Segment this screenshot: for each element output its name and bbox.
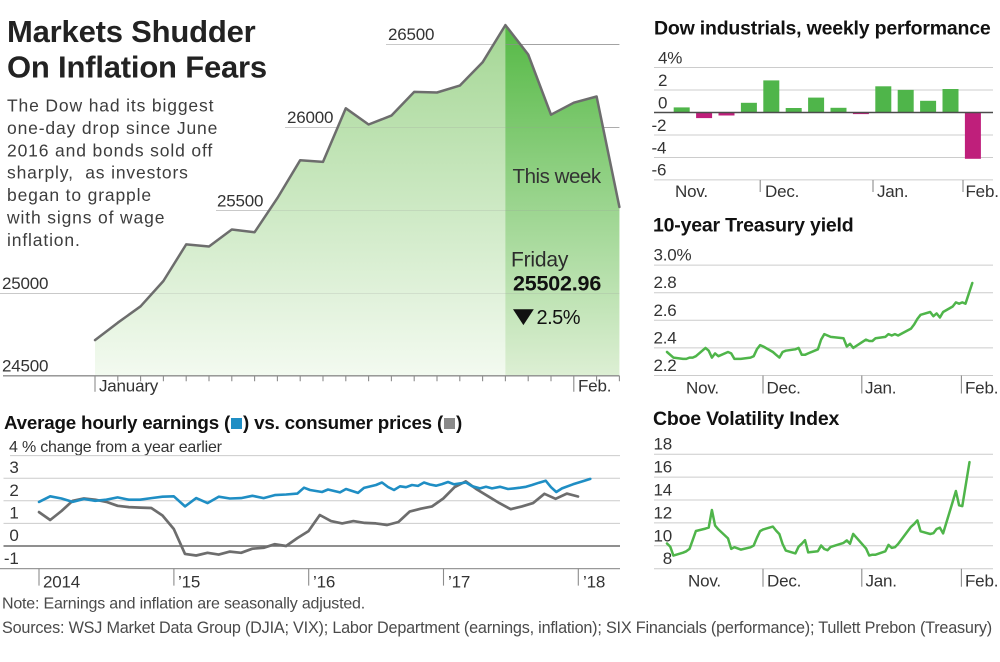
svg-text:Feb.: Feb. — [965, 379, 998, 398]
svg-text:one-day drop since June: one-day drop since June — [7, 118, 218, 138]
svg-text:14: 14 — [653, 481, 672, 500]
svg-text:26500: 26500 — [388, 25, 434, 44]
svg-text:3.0%: 3.0% — [654, 246, 692, 265]
svg-text:Dow industrials, weekly perfor: Dow industrials, weekly performance — [654, 18, 991, 40]
svg-text:’17: ’17 — [448, 573, 470, 592]
svg-text:Markets Shudder: Markets Shudder — [7, 14, 256, 49]
svg-text:-4: -4 — [652, 138, 667, 157]
svg-text:-2: -2 — [652, 116, 667, 135]
svg-text:Nov.: Nov. — [686, 379, 719, 398]
svg-text:2014: 2014 — [43, 573, 80, 592]
svg-text:0: 0 — [658, 93, 667, 112]
svg-text:0: 0 — [9, 526, 18, 545]
svg-text:4 % change from a year earlier: 4 % change from a year earlier — [9, 439, 223, 456]
svg-text:Jan.: Jan. — [865, 379, 896, 398]
svg-text:26000: 26000 — [287, 108, 333, 127]
svg-text:-6: -6 — [652, 161, 667, 180]
svg-text:10-year Treasury yield: 10-year Treasury yield — [653, 215, 853, 237]
svg-text:-1: -1 — [4, 549, 19, 568]
svg-text:Nov.: Nov. — [675, 182, 708, 201]
svg-text:Nov.: Nov. — [688, 572, 721, 591]
svg-text:12: 12 — [653, 503, 672, 522]
svg-text:On Inflation Fears: On Inflation Fears — [7, 49, 267, 84]
svg-text:’15: ’15 — [178, 573, 200, 592]
svg-text:January: January — [99, 377, 159, 396]
svg-text:Note: Earnings and inflation a: Note: Earnings and inflation are seasona… — [2, 596, 365, 613]
svg-text:3: 3 — [9, 458, 18, 477]
svg-text:The Dow had its biggest: The Dow had its biggest — [7, 96, 214, 116]
svg-text:Jan.: Jan. — [877, 182, 908, 201]
svg-text:’18: ’18 — [583, 573, 605, 592]
svg-text:25500: 25500 — [217, 192, 263, 211]
svg-text:Sources: WSJ Market Data Group: Sources: WSJ Market Data Group (DJIA; VI… — [2, 619, 992, 637]
svg-text:Feb.: Feb. — [578, 377, 611, 396]
svg-text:Friday: Friday — [511, 249, 569, 272]
svg-text:10: 10 — [653, 526, 672, 545]
svg-text:Cboe Volatility Index: Cboe Volatility Index — [653, 408, 839, 430]
svg-text:2.4: 2.4 — [654, 328, 677, 347]
svg-text:Dec.: Dec. — [765, 182, 799, 201]
svg-text:2: 2 — [658, 71, 667, 90]
svg-text:25502.96: 25502.96 — [513, 272, 601, 296]
svg-text:2.6: 2.6 — [654, 301, 677, 320]
svg-text:24500: 24500 — [2, 357, 48, 376]
svg-text:2.8: 2.8 — [654, 273, 677, 292]
svg-text:’16: ’16 — [313, 573, 335, 592]
svg-text:8: 8 — [663, 549, 672, 568]
svg-text:inflation.: inflation. — [7, 230, 81, 250]
svg-text:2016 and bonds sold off: 2016 and bonds sold off — [7, 140, 213, 160]
svg-text:4%: 4% — [658, 48, 682, 67]
svg-text:began to grapple: began to grapple — [7, 185, 152, 205]
svg-text:2.2: 2.2 — [654, 356, 677, 375]
svg-text:25000: 25000 — [2, 274, 48, 293]
svg-text:with signs of wage: with signs of wage — [6, 208, 165, 228]
svg-text:Dec.: Dec. — [767, 572, 801, 591]
svg-text:Jan.: Jan. — [866, 572, 897, 591]
svg-text:Feb.: Feb. — [965, 572, 998, 591]
svg-text:Feb.: Feb. — [966, 182, 999, 201]
svg-text:16: 16 — [653, 458, 672, 477]
svg-text:This week: This week — [513, 165, 602, 188]
svg-text:18: 18 — [653, 435, 672, 454]
svg-text:sharply, as investors: sharply, as investors — [7, 163, 189, 183]
svg-text:1: 1 — [9, 503, 18, 522]
svg-text:2.5%: 2.5% — [537, 307, 581, 329]
svg-text:Dec.: Dec. — [767, 379, 801, 398]
svg-text:2: 2 — [9, 481, 18, 500]
